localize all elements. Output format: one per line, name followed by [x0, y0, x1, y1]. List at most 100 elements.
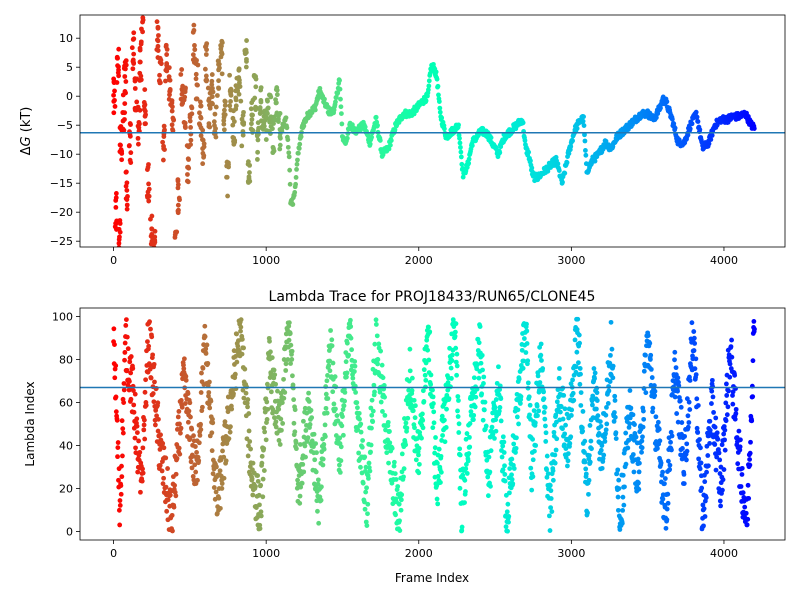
lambda-point: [498, 418, 504, 424]
lambda-point: [148, 326, 153, 332]
lambda-point: [505, 501, 511, 507]
dg-point: [157, 80, 163, 86]
lambda-point: [220, 448, 225, 454]
lambda-point: [678, 404, 684, 410]
lambda-panel: Lambda Trace for PROJ18433/RUN65/CLONE45…: [23, 289, 786, 585]
lambda-point: [258, 509, 264, 515]
dg-point: [224, 174, 230, 180]
lambda-point: [535, 373, 541, 379]
lambda-point: [694, 425, 700, 431]
lambda-point: [221, 454, 227, 460]
lambda-point: [658, 460, 664, 466]
lambda-point: [685, 413, 691, 419]
dg-point: [175, 185, 181, 191]
lambda-point: [720, 487, 725, 493]
dg-point: [228, 99, 233, 104]
lambda-point: [247, 439, 253, 444]
dg-point: [126, 143, 132, 149]
lambda-point: [476, 340, 482, 346]
lambda-point: [273, 424, 279, 430]
lambda-point: [349, 347, 355, 353]
lambda-point: [487, 469, 493, 475]
lambda-point: [330, 360, 336, 366]
lambda-point: [155, 428, 161, 434]
lambda-point: [161, 475, 167, 481]
dg-point: [466, 160, 472, 166]
lambda-point: [344, 374, 349, 380]
lambda-point: [299, 480, 305, 486]
lambda-point: [114, 417, 120, 423]
lambda-point: [681, 481, 687, 487]
lambda-point: [382, 394, 387, 400]
lambda-point: [187, 400, 193, 406]
lambda-point: [502, 463, 507, 469]
lambda-point: [454, 372, 460, 378]
dg-point: [117, 142, 123, 148]
dg-point: [295, 157, 300, 163]
lambda-point: [682, 433, 687, 439]
lambda-point: [337, 470, 343, 475]
dg-point: [167, 88, 173, 93]
lambda-point: [330, 389, 336, 395]
lambda-point: [255, 473, 261, 478]
dg-point: [437, 105, 443, 111]
lambda-point: [513, 450, 518, 455]
lambda-point: [333, 433, 339, 438]
dg-point: [257, 106, 263, 112]
lambda-point: [206, 390, 212, 395]
x-tick-label: 4000: [710, 547, 738, 560]
lambda-point: [210, 420, 216, 426]
lambda-point: [583, 471, 589, 477]
lambda-point: [686, 399, 692, 405]
lambda-point: [404, 425, 410, 431]
lambda-point: [238, 317, 244, 323]
dg-point: [201, 144, 207, 150]
lambda-point: [733, 406, 739, 412]
dg-point: [176, 207, 181, 213]
dg-point: [116, 46, 122, 52]
lambda-point: [164, 508, 170, 514]
dg-point: [369, 134, 375, 140]
y-tick-label: 80: [59, 354, 73, 367]
lambda-point: [199, 404, 205, 410]
lambda-point: [133, 445, 138, 451]
lambda-point: [701, 506, 707, 512]
lambda-point: [532, 448, 537, 454]
lambda-point: [319, 484, 324, 490]
lambda-point: [161, 445, 167, 451]
lambda-point: [138, 489, 143, 495]
lambda-point: [192, 444, 198, 449]
lambda-point: [446, 396, 452, 401]
lambda-point: [380, 375, 386, 381]
lambda-point: [549, 509, 555, 514]
dg-point: [163, 78, 168, 84]
dg-point: [123, 169, 129, 175]
lambda-point: [521, 336, 527, 341]
lambda-point: [557, 366, 562, 371]
lambda-chart-title: Lambda Trace for PROJ18433/RUN65/CLONE45: [269, 289, 596, 305]
lambda-point: [377, 389, 383, 395]
lambda-point: [350, 375, 356, 381]
lambda-point: [462, 500, 467, 506]
lambda-point: [449, 358, 455, 364]
lambda-point: [365, 511, 370, 517]
lambda-point: [737, 444, 743, 450]
y-tick-label: 100: [52, 311, 73, 324]
lambda-point: [710, 384, 716, 390]
lambda-point: [516, 376, 522, 382]
lambda-point: [130, 366, 136, 371]
lambda-point: [479, 352, 485, 358]
lambda-point: [416, 452, 421, 458]
lambda-point: [577, 381, 583, 387]
lambda-point: [364, 485, 369, 491]
dg-point: [277, 111, 283, 116]
lambda-point: [707, 441, 713, 446]
lambda-point: [732, 416, 738, 422]
lambda-point: [620, 494, 626, 500]
x-tick-label: 0: [110, 254, 117, 267]
lambda-point: [560, 426, 565, 432]
lambda-point: [722, 447, 728, 453]
x-tick-label: 3000: [557, 547, 585, 560]
lambda-point: [245, 397, 251, 402]
dg-point: [249, 112, 255, 118]
